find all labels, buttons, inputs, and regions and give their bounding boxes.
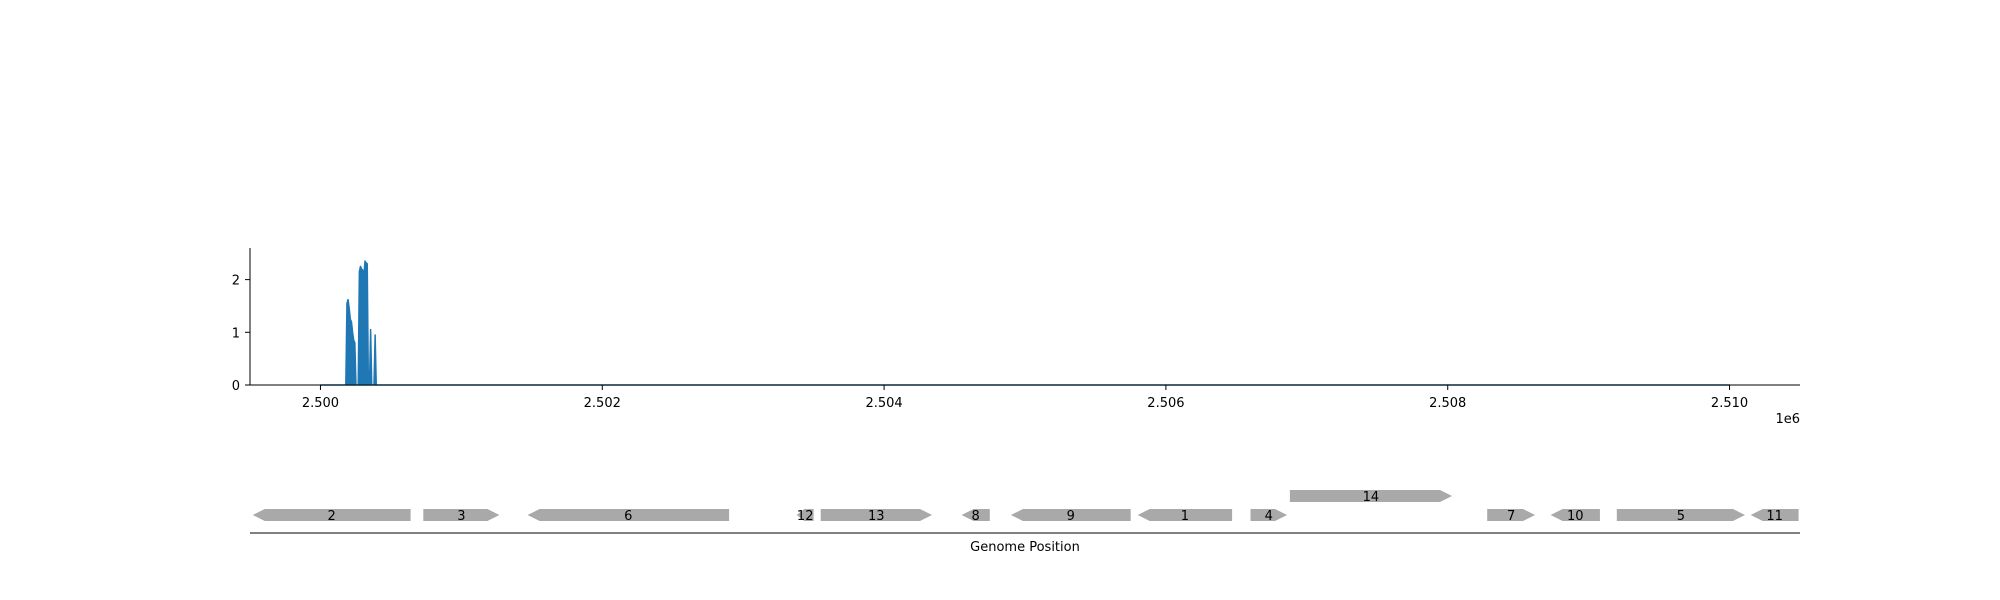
x-tick-label: 2.510 bbox=[1711, 396, 1748, 411]
gene-label-11: 11 bbox=[1766, 509, 1783, 524]
y-tick-label: 1 bbox=[232, 326, 240, 341]
gene-map-xlabel: Genome Position bbox=[970, 540, 1080, 555]
gene-label-3: 3 bbox=[457, 509, 465, 524]
gene-label-6: 6 bbox=[624, 509, 632, 524]
gene-label-13: 13 bbox=[868, 509, 885, 524]
gene-arrow-9 bbox=[1010, 509, 1131, 521]
gene-arrow-6 bbox=[527, 509, 730, 521]
gene-arrow-10 bbox=[1550, 509, 1600, 521]
x-tick-label: 2.500 bbox=[302, 396, 339, 411]
gene-arrow-1 bbox=[1137, 509, 1233, 521]
gene-arrow-14 bbox=[1289, 490, 1452, 502]
gene-label-10: 10 bbox=[1567, 509, 1584, 524]
x-tick-label: 2.502 bbox=[584, 396, 621, 411]
x-scale-label: 1e6 bbox=[1775, 412, 1800, 427]
gene-arrow-8 bbox=[961, 509, 990, 521]
gene-label-12: 12 bbox=[797, 509, 814, 524]
coverage-x-ticks: 2.500 2.502 2.504 2.506 2.508 2.510 bbox=[302, 385, 1748, 411]
coverage-area-group bbox=[319, 260, 1731, 386]
gene-label-7: 7 bbox=[1507, 509, 1515, 524]
gene-arrow-4 bbox=[1250, 509, 1288, 521]
gene-label-9: 9 bbox=[1067, 509, 1075, 524]
coverage-y-ticks: 0 1 2 bbox=[232, 274, 250, 394]
gene-label-1: 1 bbox=[1181, 509, 1189, 524]
gene-arrow-5 bbox=[1616, 509, 1745, 521]
x-tick-label: 2.506 bbox=[1147, 396, 1184, 411]
gene-label-14: 14 bbox=[1363, 490, 1380, 505]
coverage-plot: 2.500 2.502 2.504 2.506 2.508 2.510 0 1 2 1e6 bbox=[232, 248, 1800, 427]
x-tick-label: 2.504 bbox=[865, 396, 902, 411]
gene-label-4: 4 bbox=[1265, 509, 1273, 524]
gene-arrow-13 bbox=[820, 509, 932, 521]
gene-label-8: 8 bbox=[972, 509, 980, 524]
gene-arrow-2 bbox=[252, 509, 411, 521]
y-tick-label: 2 bbox=[232, 274, 240, 289]
gene-arrow-3 bbox=[423, 509, 500, 521]
gene-arrow-12 bbox=[796, 509, 814, 521]
gene-arrow-11 bbox=[1750, 509, 1799, 521]
gene-label-2: 2 bbox=[328, 509, 336, 524]
coverage-series-0 bbox=[319, 260, 1731, 386]
y-tick-label: 0 bbox=[232, 379, 240, 394]
gene-label-5: 5 bbox=[1677, 509, 1685, 524]
x-tick-label: 2.508 bbox=[1429, 396, 1466, 411]
gene-arrow-7 bbox=[1487, 509, 1536, 521]
